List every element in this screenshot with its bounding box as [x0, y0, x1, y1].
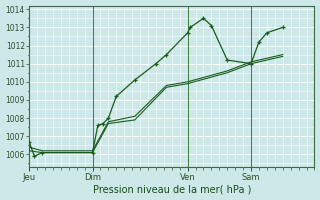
- X-axis label: Pression niveau de la mer( hPa ): Pression niveau de la mer( hPa ): [92, 184, 251, 194]
